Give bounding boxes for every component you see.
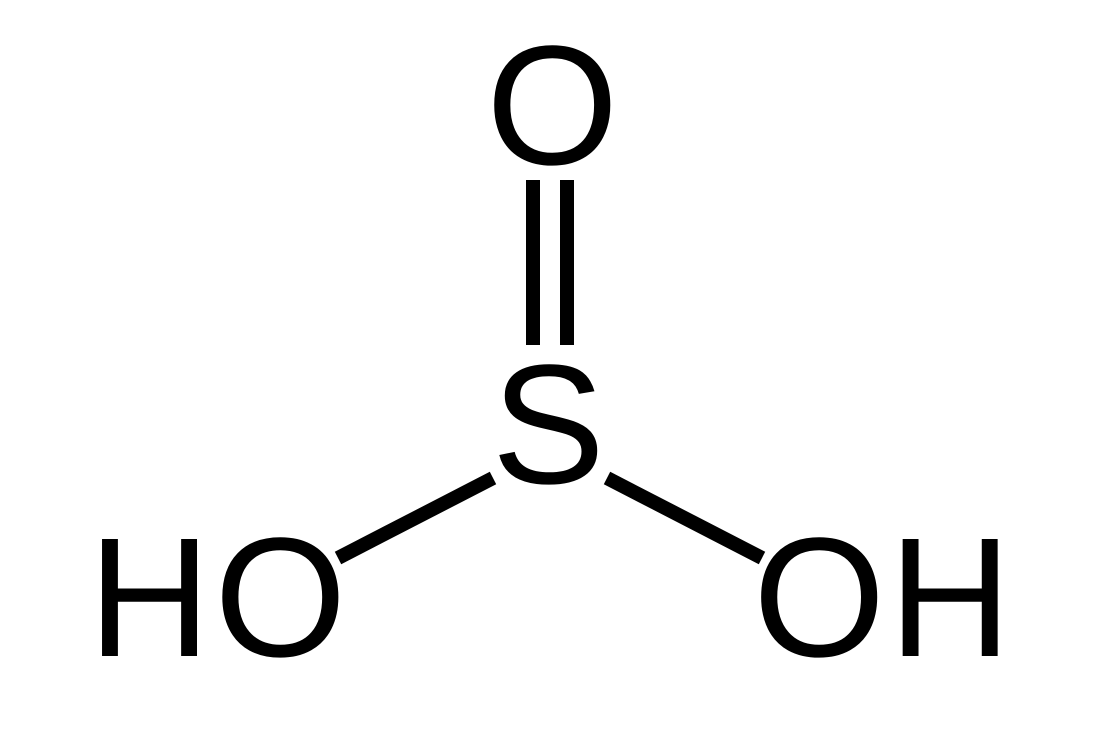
bond-S-OH_right xyxy=(607,478,762,558)
atom-O_top: O xyxy=(486,8,622,204)
atom-OH_left: HO xyxy=(88,500,350,696)
atom-OH_right: OH xyxy=(753,500,1015,696)
bond-S-OH_left xyxy=(338,478,493,558)
atom-S: S xyxy=(492,327,609,523)
